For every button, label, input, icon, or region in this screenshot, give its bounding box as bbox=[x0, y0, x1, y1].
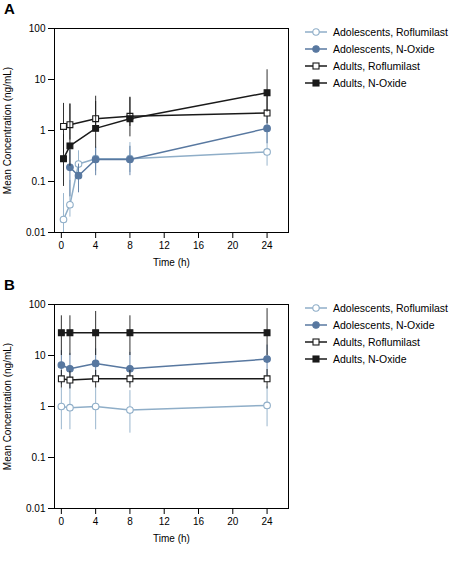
html-text:Adolescents, N-Oxide: Adolescents, N-Oxide bbox=[333, 43, 435, 55]
svg-text:0.01: 0.01 bbox=[26, 227, 46, 238]
svg-text:12: 12 bbox=[159, 516, 171, 527]
svg-text:4: 4 bbox=[93, 240, 99, 251]
svg-text:1: 1 bbox=[40, 401, 46, 412]
html-text:Adolescents, Roflumilast: Adolescents, Roflumilast bbox=[333, 26, 448, 38]
svg-text:100: 100 bbox=[29, 299, 46, 310]
svg-text:16: 16 bbox=[193, 516, 205, 527]
svg-text:10: 10 bbox=[34, 350, 46, 361]
svg-text:16: 16 bbox=[193, 240, 205, 251]
html-text:Adults, N-Oxide: Adults, N-Oxide bbox=[333, 77, 407, 89]
svg-text:Mean Concentration (ng/mL): Mean Concentration (ng/mL) bbox=[2, 343, 13, 470]
svg-text:Time (h): Time (h) bbox=[153, 257, 190, 268]
svg-text:0.1: 0.1 bbox=[32, 452, 46, 463]
svg-text:8: 8 bbox=[127, 240, 133, 251]
svg-text:20: 20 bbox=[227, 516, 239, 527]
svg-text:8: 8 bbox=[127, 516, 133, 527]
svg-text:Time (h): Time (h) bbox=[153, 533, 190, 544]
svg-text:4: 4 bbox=[93, 516, 99, 527]
html-text:Adolescents, Roflumilast: Adolescents, Roflumilast bbox=[333, 302, 448, 314]
svg-text:0.01: 0.01 bbox=[26, 503, 46, 514]
svg-text:Mean Concentration (ng/mL): Mean Concentration (ng/mL) bbox=[2, 67, 13, 194]
svg-text:12: 12 bbox=[159, 240, 171, 251]
html-text:B: B bbox=[4, 276, 15, 293]
svg-text:0: 0 bbox=[59, 240, 65, 251]
svg-text:0: 0 bbox=[59, 516, 65, 527]
html-text:Adults, Roflumilast: Adults, Roflumilast bbox=[333, 60, 420, 72]
html-text:Adults, N-Oxide: Adults, N-Oxide bbox=[333, 353, 407, 365]
svg-text:10: 10 bbox=[34, 74, 46, 85]
svg-text:0.1: 0.1 bbox=[32, 176, 46, 187]
html-text:Adults, Roflumilast: Adults, Roflumilast bbox=[333, 336, 420, 348]
svg-text:20: 20 bbox=[227, 240, 239, 251]
svg-text:100: 100 bbox=[29, 23, 46, 34]
html-text:Adolescents, N-Oxide: Adolescents, N-Oxide bbox=[333, 319, 435, 331]
svg-text:24: 24 bbox=[262, 516, 274, 527]
html-text:A: A bbox=[4, 0, 15, 17]
svg-text:1: 1 bbox=[40, 125, 46, 136]
svg-text:24: 24 bbox=[262, 240, 274, 251]
